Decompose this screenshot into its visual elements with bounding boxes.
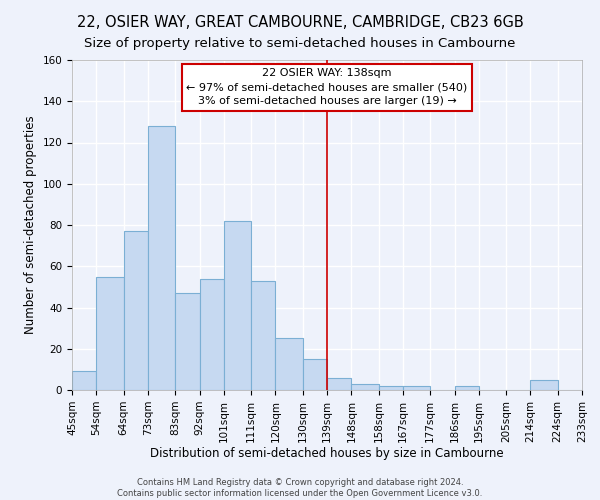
Bar xyxy=(403,386,430,390)
Bar xyxy=(148,126,175,390)
Bar xyxy=(97,276,124,390)
Bar xyxy=(379,386,403,390)
Bar xyxy=(275,338,302,390)
Bar xyxy=(72,372,97,390)
Bar xyxy=(352,384,379,390)
Bar xyxy=(327,378,352,390)
Text: Contains HM Land Registry data © Crown copyright and database right 2024.
Contai: Contains HM Land Registry data © Crown c… xyxy=(118,478,482,498)
Bar xyxy=(199,278,224,390)
Bar xyxy=(175,293,199,390)
Bar xyxy=(530,380,557,390)
Bar xyxy=(455,386,479,390)
Bar xyxy=(124,231,148,390)
Y-axis label: Number of semi-detached properties: Number of semi-detached properties xyxy=(24,116,37,334)
Text: Size of property relative to semi-detached houses in Cambourne: Size of property relative to semi-detach… xyxy=(85,38,515,51)
X-axis label: Distribution of semi-detached houses by size in Cambourne: Distribution of semi-detached houses by … xyxy=(150,448,504,460)
Bar xyxy=(302,359,327,390)
Text: 22, OSIER WAY, GREAT CAMBOURNE, CAMBRIDGE, CB23 6GB: 22, OSIER WAY, GREAT CAMBOURNE, CAMBRIDG… xyxy=(77,15,523,30)
Text: 22 OSIER WAY: 138sqm
← 97% of semi-detached houses are smaller (540)
3% of semi-: 22 OSIER WAY: 138sqm ← 97% of semi-detac… xyxy=(187,68,467,106)
Bar xyxy=(251,280,275,390)
Bar xyxy=(224,221,251,390)
